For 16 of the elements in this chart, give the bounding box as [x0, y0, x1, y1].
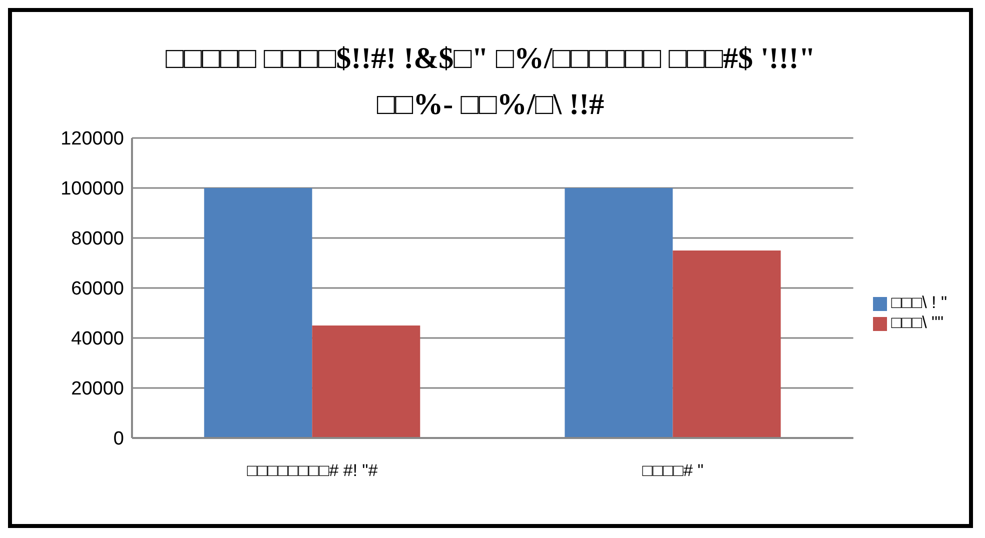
- y-tick-label: 0: [113, 428, 124, 450]
- bar: [204, 188, 312, 438]
- y-tick-label: 120000: [60, 128, 124, 150]
- bar: [564, 188, 673, 438]
- chart-title: □□□□□ □□□□$!!#! !&$□" □%/□□□□□□ □□□#$ '!!!" □□%- □□%/□\ !!#: [164, 41, 816, 123]
- bar: [312, 326, 420, 438]
- x-tick-label: □□□□□□□□# #! "#: [246, 461, 378, 480]
- legend-label: □□□\ "": [891, 313, 944, 332]
- y-tick-label: 20000: [71, 378, 124, 400]
- y-tick-label: 40000: [71, 328, 124, 350]
- y-tick-label: 60000: [71, 278, 124, 300]
- y-tick-label: 80000: [71, 228, 124, 250]
- y-tick-label: 100000: [60, 178, 124, 200]
- bar: [672, 250, 781, 438]
- x-tick-label: □□□□# ": [642, 461, 704, 480]
- legend-label: □□□\ ! ": [891, 293, 947, 312]
